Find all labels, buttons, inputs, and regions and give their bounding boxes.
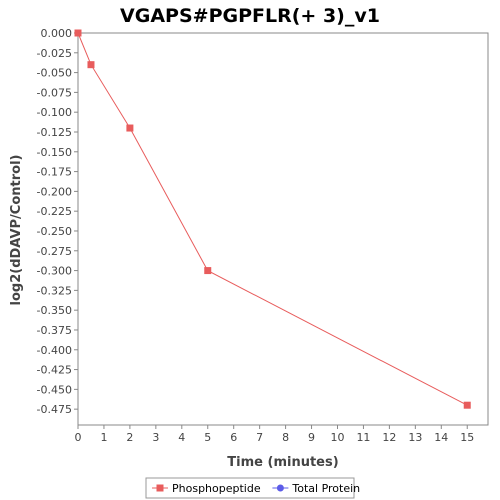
x-tick-label: 4 xyxy=(178,431,185,444)
y-tick-label: -0.100 xyxy=(37,106,72,119)
y-tick-label: -0.450 xyxy=(37,383,72,396)
data-point xyxy=(126,124,134,132)
x-tick-label: 6 xyxy=(230,431,237,444)
y-tick-label: -0.050 xyxy=(37,67,72,80)
x-tick-label: 14 xyxy=(434,431,448,444)
y-tick-label: -0.375 xyxy=(37,324,72,337)
plot-frame xyxy=(77,32,489,426)
y-tick-label: 0.000 xyxy=(41,27,73,40)
legend-marker xyxy=(276,484,284,492)
y-tick-label: -0.025 xyxy=(37,47,72,60)
y-axis-label: log2(dDAVP/Control) xyxy=(9,155,24,306)
x-tick-label: 12 xyxy=(382,431,396,444)
plot-area: 0.000 -0.025 -0.050 -0.075 -0.100 -0.125 -0.15… xyxy=(37,27,489,444)
legend-marker xyxy=(156,484,164,492)
y-tick-label: -0.150 xyxy=(37,146,72,159)
y-tick-label: -0.250 xyxy=(37,225,72,238)
x-tick-label: 11 xyxy=(356,431,370,444)
y-tick-label: -0.200 xyxy=(37,185,72,198)
legend-label: Phosphopeptide xyxy=(172,482,261,495)
x-tick-label: 15 xyxy=(460,431,474,444)
x-tick-label: 9 xyxy=(308,431,315,444)
x-tick-label: 10 xyxy=(330,431,344,444)
data-point xyxy=(87,61,95,69)
legend-box xyxy=(145,477,355,499)
x-tick-label: 8 xyxy=(282,431,289,444)
x-axis-label: Time (minutes) xyxy=(227,455,338,470)
legend: Phosphopeptide Total Protein xyxy=(145,477,360,499)
y-tick-label: -0.350 xyxy=(37,304,72,317)
y-tick-label: -0.275 xyxy=(37,245,72,258)
x-tick-label: 7 xyxy=(256,431,263,444)
data-point xyxy=(204,267,212,275)
data-point xyxy=(463,401,471,409)
y-tick-label: -0.300 xyxy=(37,265,72,278)
y-tick-label: -0.425 xyxy=(37,364,72,377)
x-tick-label: 0 xyxy=(75,431,82,444)
y-tick-label: -0.175 xyxy=(37,166,72,179)
y-tick-label: -0.400 xyxy=(37,344,72,357)
y-tick-label: -0.225 xyxy=(37,205,72,218)
x-tick-label: 1 xyxy=(100,431,107,444)
x-tick-label: 13 xyxy=(408,431,422,444)
y-tick-label: -0.125 xyxy=(37,126,72,139)
x-tick-label: 3 xyxy=(152,431,159,444)
y-tick-label: -0.475 xyxy=(37,403,72,416)
legend-label: Total Protein xyxy=(291,482,360,495)
chart-title: VGAPS#PGPFLR(+ 3)_v1 xyxy=(120,5,380,27)
y-tick-label: -0.325 xyxy=(37,284,72,297)
x-tick-label: 2 xyxy=(126,431,133,444)
y-tick-label: -0.075 xyxy=(37,86,72,99)
data-point xyxy=(74,29,82,37)
x-tick-label: 5 xyxy=(204,431,211,444)
